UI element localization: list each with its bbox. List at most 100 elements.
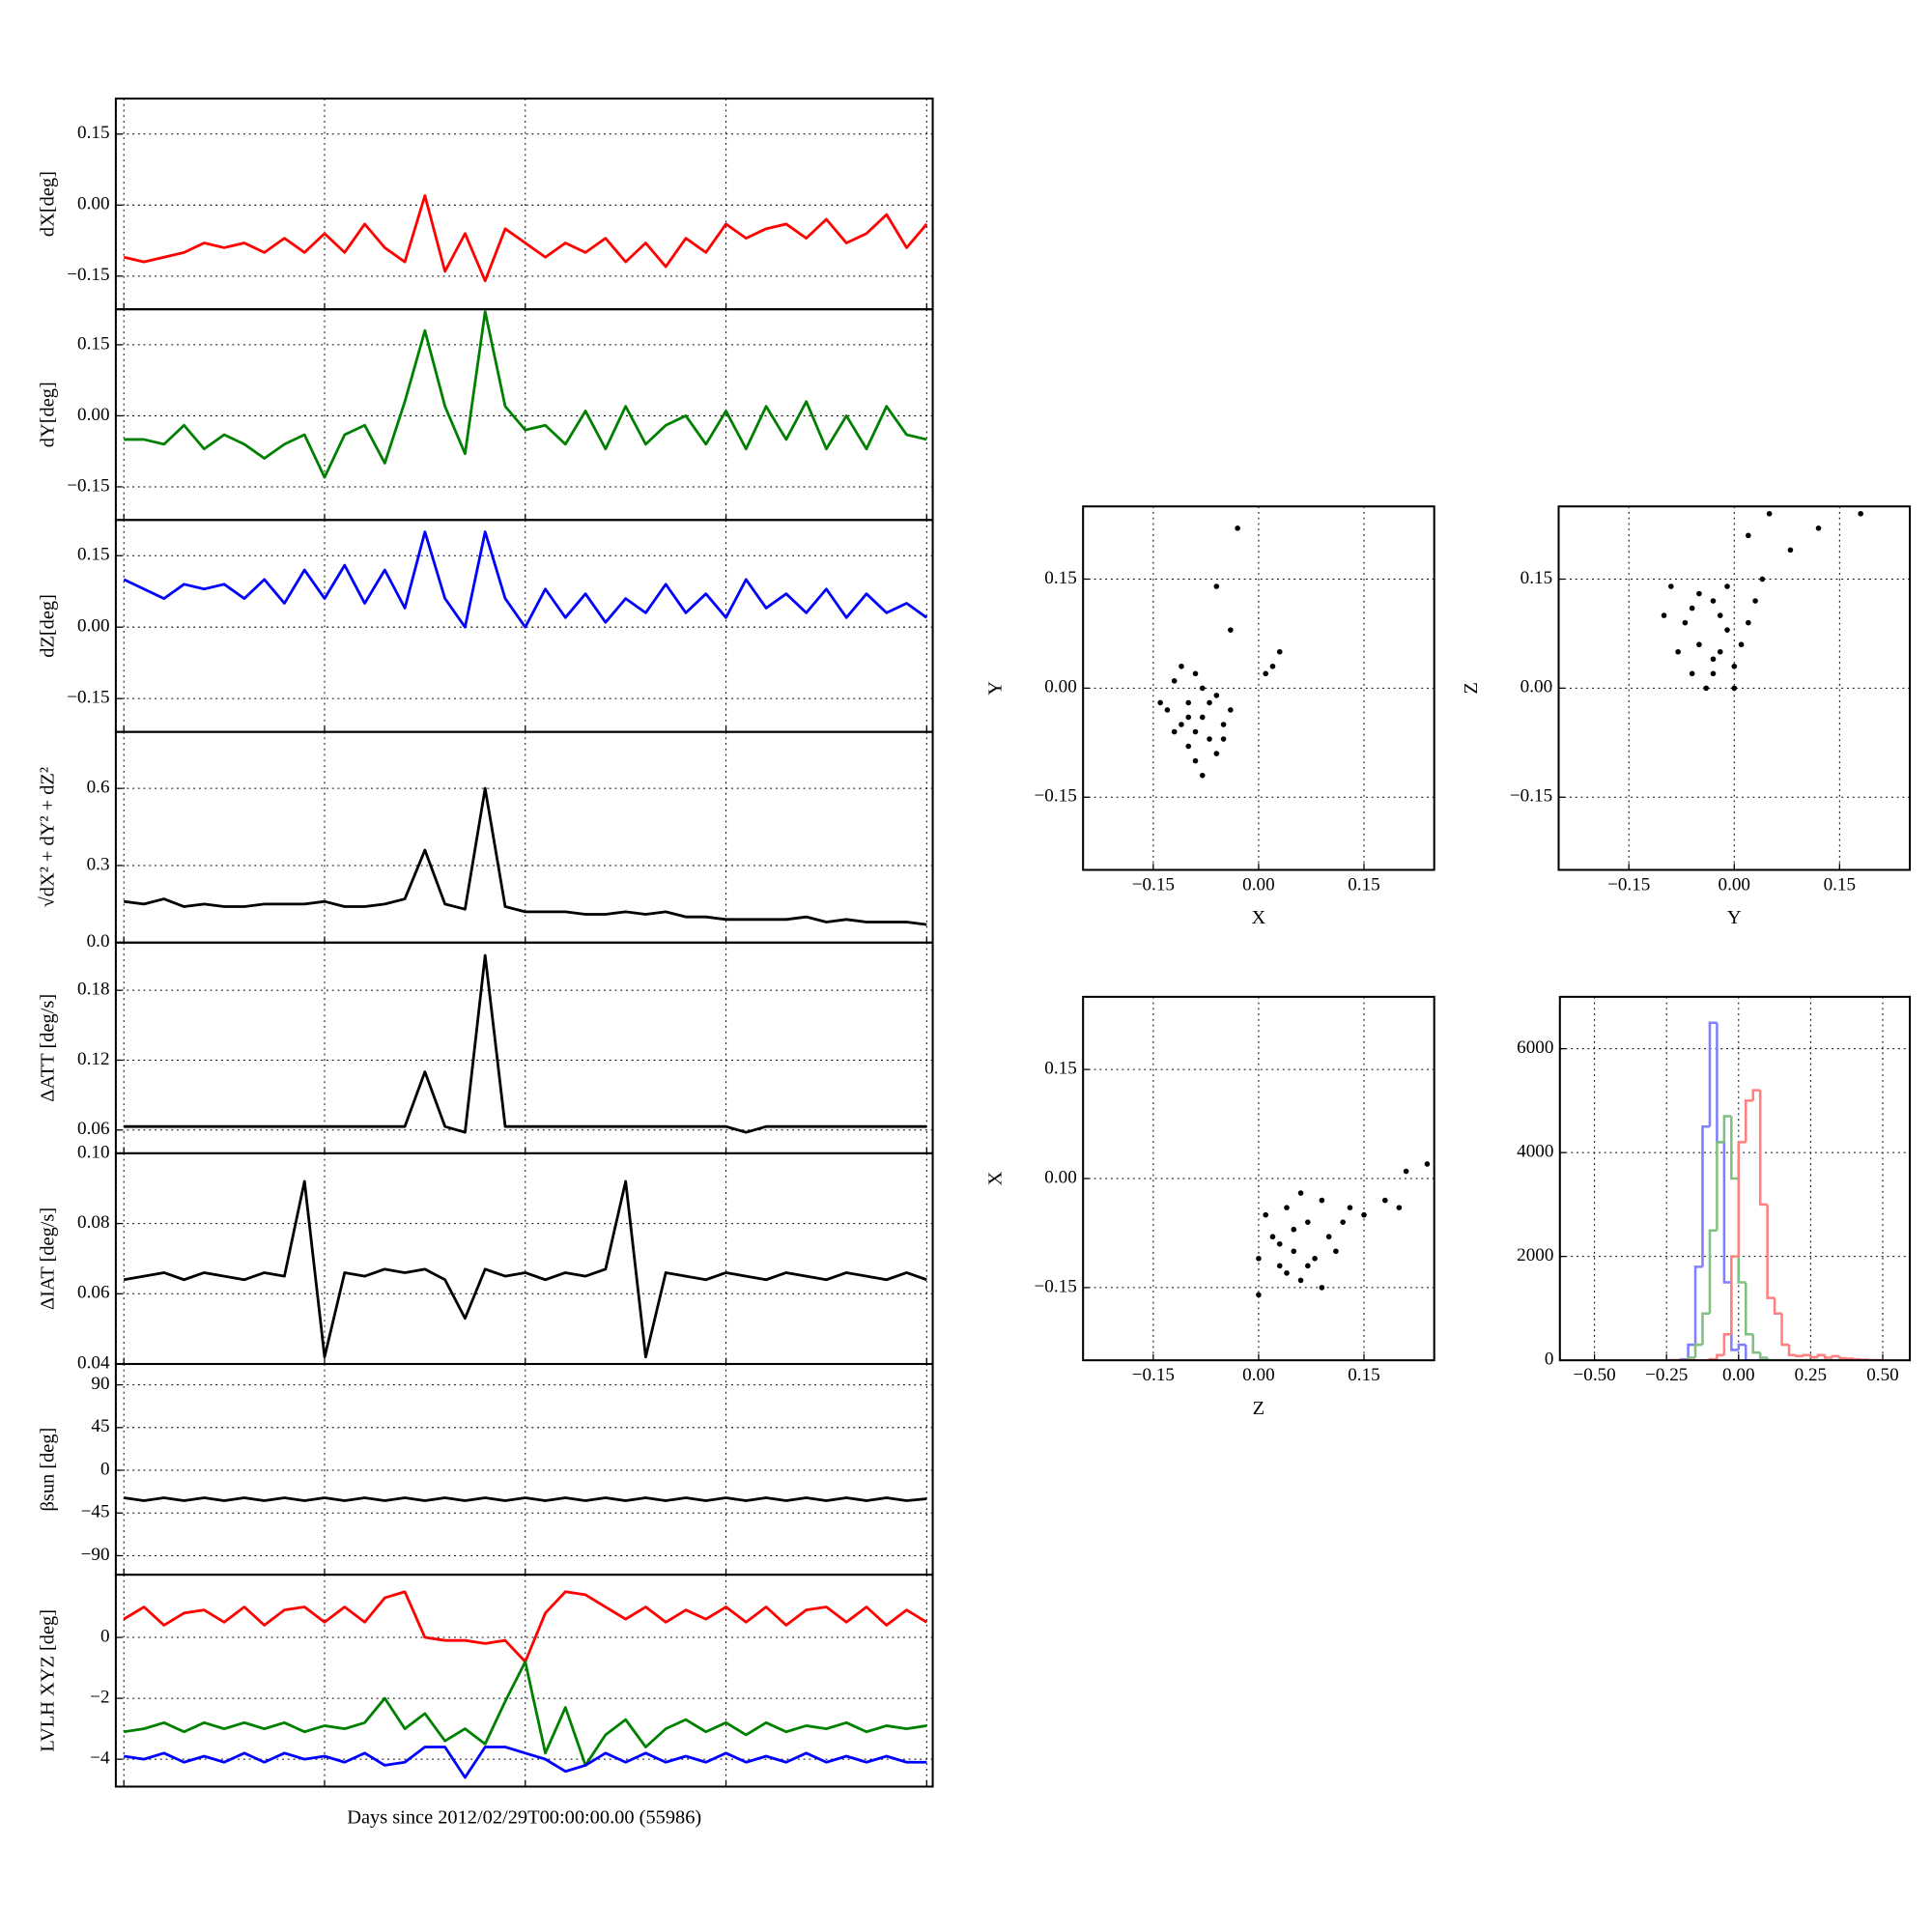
x-axis-label: Z — [1253, 1398, 1264, 1419]
scatter-point — [1269, 663, 1276, 669]
y-axis-label: ΔIAT [deg/s] — [38, 1208, 59, 1310]
y-tick-label: −45 — [81, 1502, 110, 1522]
scatter-point — [1717, 648, 1723, 655]
scatter-point — [1276, 1240, 1283, 1247]
histogram-step — [1816, 1353, 1826, 1357]
plot-area — [123, 194, 928, 283]
y-tick-label: 0.15 — [1044, 568, 1076, 588]
axes-frame — [1082, 995, 1435, 1362]
plot-area — [123, 530, 928, 629]
scatter-point — [1759, 576, 1766, 582]
x-tick-label: 0.00 — [1242, 1365, 1274, 1385]
histogram-step — [1693, 1343, 1703, 1358]
plot-area — [124, 1496, 927, 1502]
histogram-step — [1852, 1357, 1861, 1361]
plot-area — [1256, 1161, 1431, 1298]
scatter-point — [1661, 612, 1667, 618]
scatter-point — [1213, 583, 1220, 589]
x-tick-label: −0.15 — [1607, 874, 1650, 895]
series-line — [124, 1746, 927, 1779]
scatter-point — [1199, 685, 1206, 692]
scatter-point — [1696, 590, 1702, 597]
plot-area — [1661, 510, 1863, 692]
histogram-step — [1766, 1204, 1776, 1299]
scatter-point — [1256, 1256, 1262, 1262]
histogram-step — [1701, 1312, 1710, 1346]
x-tick-label: −0.50 — [1573, 1365, 1615, 1385]
scatter-point — [1263, 670, 1269, 677]
y-axis-label: Y — [985, 681, 1007, 696]
histogram-step — [1780, 1313, 1790, 1347]
scatter-point — [1269, 1234, 1276, 1240]
scatter-point — [1213, 693, 1220, 698]
scatter-point — [1710, 656, 1717, 663]
series-line — [123, 1590, 928, 1663]
panel: −4 −2 0 LVLH XYZ [deg] Days since 2012/02/29… — [38, 1574, 934, 1828]
scatter-point — [1787, 547, 1794, 554]
plot-area — [124, 310, 927, 479]
scatter-point — [1347, 1205, 1353, 1210]
scatter-point — [1171, 678, 1178, 684]
plot-area — [124, 953, 927, 1134]
y-axis-label: LVLH XYZ [deg] — [38, 1609, 59, 1752]
histogram-step — [1802, 1353, 1811, 1357]
y-tick-label: −0.15 — [67, 475, 109, 496]
scatter-point — [1297, 1190, 1304, 1196]
x-tick-label: −0.25 — [1645, 1365, 1688, 1385]
x-tick-label: 0.00 — [1722, 1365, 1754, 1385]
y-tick-label: 0.15 — [1520, 568, 1552, 588]
scatter-point — [1340, 1219, 1346, 1225]
scatter-point — [1710, 598, 1717, 604]
axes-frame — [114, 98, 934, 311]
axes-frame — [114, 941, 934, 1154]
x-tick-label: 0.00 — [1242, 874, 1274, 895]
y-tick-label: 0.00 — [1044, 1167, 1076, 1187]
y-tick-label: 0.15 — [77, 545, 109, 565]
scatter-point — [1703, 685, 1710, 692]
axes-frame — [1558, 995, 1912, 1362]
scatter-point — [1263, 1211, 1269, 1218]
series-line — [124, 310, 927, 479]
scatter-point — [1305, 1263, 1311, 1269]
histogram-step — [1716, 1141, 1724, 1231]
y-tick-label: 90 — [91, 1374, 109, 1394]
histogram-step — [1831, 1354, 1840, 1358]
x-tick-label: −0.15 — [1132, 874, 1175, 895]
panel: −0.15 0.00 0.15 dX[deg] — [38, 98, 934, 311]
y-tick-label: 0.3 — [87, 854, 110, 874]
scatter-point — [1752, 598, 1758, 604]
y-axis-label: dY[deg] — [38, 382, 59, 447]
scatter-point — [1815, 526, 1822, 531]
y-tick-label: 0.12 — [77, 1049, 109, 1069]
x-tick-label: 0.15 — [1348, 1365, 1379, 1385]
y-tick-label: 0.15 — [77, 333, 109, 354]
scatter-point — [1746, 619, 1751, 626]
y-tick-label: −2 — [90, 1687, 109, 1707]
scatter-point — [1192, 728, 1199, 735]
axes-frame — [1557, 505, 1912, 871]
histogram-step — [1766, 1357, 1776, 1361]
scatter-point — [1235, 526, 1240, 531]
scatter-point — [1256, 1292, 1262, 1298]
histogram-step — [1787, 1345, 1797, 1357]
panel: −0.15 0.00 0.15 dY[deg] — [38, 308, 934, 522]
y-tick-label: 6000 — [1517, 1037, 1553, 1058]
histogram-step — [1751, 1089, 1761, 1101]
y-tick-label: −0.15 — [1035, 786, 1077, 807]
y-tick-label: −0.15 — [1510, 786, 1552, 807]
scatter-point — [1746, 532, 1751, 539]
x-tick-label: 0.15 — [1348, 874, 1379, 895]
panel: −0.15 0.00 0.15 dZ[deg] — [38, 519, 934, 733]
series-line — [124, 786, 927, 926]
y-tick-label: 0.00 — [77, 405, 109, 425]
scatter-point — [1696, 641, 1702, 648]
series-line — [123, 530, 928, 629]
x-tick-label: 0.25 — [1795, 1365, 1827, 1385]
panel: −0.15 0.00 0.15 −0.15 0.00 0.15 Z Y — [1461, 505, 1912, 928]
histogram-step — [1687, 1343, 1696, 1360]
x-tick-label: 0.50 — [1866, 1365, 1898, 1385]
plot-area — [1157, 526, 1283, 779]
y-tick-label: 0 — [1545, 1350, 1554, 1370]
plot-area — [1666, 1021, 1883, 1361]
histogram-step — [1737, 1141, 1747, 1257]
